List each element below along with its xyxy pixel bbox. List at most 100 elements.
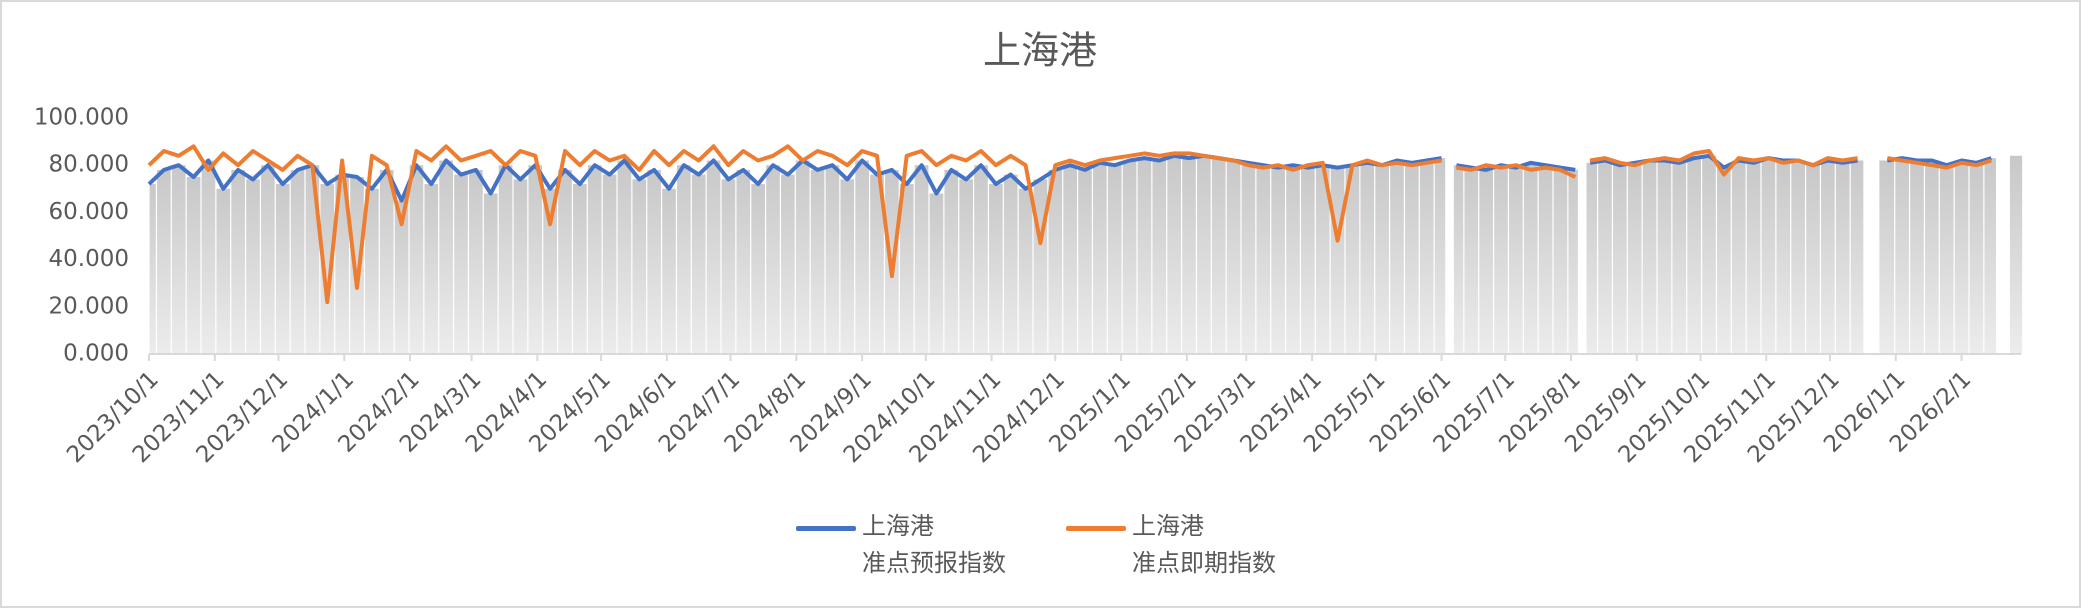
column [350,177,364,354]
column [1390,160,1404,354]
column [498,165,513,354]
column [1642,160,1657,354]
column-group [149,155,2023,354]
column [157,169,171,354]
column [1152,160,1167,354]
column [2009,155,2023,354]
column [1598,160,1612,354]
column [1538,165,1553,354]
column [201,160,216,354]
column [647,169,661,354]
column [1063,165,1077,354]
column [543,188,557,354]
column [1806,165,1820,354]
column [1003,174,1018,354]
column [1984,158,1996,354]
column [1791,160,1805,354]
column [825,165,840,354]
column [149,184,156,354]
column [899,184,914,354]
column [216,188,231,354]
column [989,184,1003,354]
column [573,184,587,354]
column [1586,162,1597,354]
column [290,169,305,354]
column [1018,188,1033,354]
column [1761,158,1776,354]
column [1271,167,1285,354]
column [706,160,721,354]
column [1256,165,1271,354]
column [721,179,736,354]
column [186,177,201,354]
column [855,160,869,354]
column [1523,162,1538,354]
column [1954,160,1969,354]
column [1434,158,1446,354]
column [171,165,186,354]
column [231,169,245,354]
column [1182,158,1196,354]
column [587,165,602,354]
column [528,165,543,354]
y-tick-label: 0.000 [63,341,129,367]
column [1330,167,1345,354]
column [1509,167,1523,354]
column [1453,165,1464,354]
column [1731,160,1746,354]
column [1345,165,1360,354]
column [261,165,275,354]
legend-swatch [796,526,856,531]
column [1033,179,1048,354]
column [602,174,617,354]
column [1211,158,1226,354]
column [1835,162,1850,354]
column [617,160,632,354]
chart-title: 上海港 [983,29,1097,73]
column [974,165,988,354]
y-tick-label: 20.000 [49,293,129,319]
column [959,179,973,354]
legend-item: 上海港 准点即期指数 [1066,508,1276,582]
column [1122,160,1137,354]
column [677,165,691,354]
column [558,169,572,354]
column [870,174,884,354]
column [766,165,780,354]
column [1241,162,1256,354]
column [1717,167,1731,354]
column [662,188,676,354]
column [1167,155,1181,354]
column [275,184,290,354]
column [1672,162,1687,354]
column [305,165,320,354]
column [1627,162,1642,354]
column [1746,162,1761,354]
column [1360,162,1375,354]
y-tick-label: 100.000 [34,105,129,131]
column [1226,160,1241,354]
column [944,169,959,354]
column [1879,160,1895,354]
column [751,184,765,354]
column [1702,155,1716,354]
column [1419,160,1434,354]
column [632,179,647,354]
column [929,193,944,354]
column [691,174,706,354]
column [335,174,349,354]
column [1405,162,1419,354]
column [439,160,453,354]
column [1093,162,1107,354]
column [1048,169,1063,354]
column [424,184,439,354]
legend-item: 上海港 准点预报指数 [796,508,1006,582]
column [409,165,424,354]
y-tick-label: 80.000 [49,152,129,178]
legend-label: 上海港 准点预报指数 [862,512,1006,577]
column [795,160,810,354]
column [1910,160,1924,354]
column [1776,160,1791,354]
